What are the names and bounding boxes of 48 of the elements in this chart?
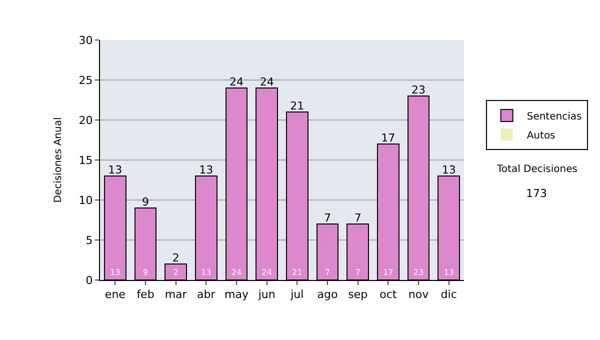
total-label: 13 (442, 163, 456, 176)
legend-label: Sentencias (526, 111, 582, 122)
x-tick-label: sep (348, 288, 368, 302)
total-label: 2 (172, 251, 180, 264)
x-tick-label: jul (290, 288, 304, 302)
x-tick-label: may (224, 288, 249, 302)
total-label: 17 (381, 131, 396, 144)
data-label: 9 (142, 268, 148, 277)
x-tick-label: feb (136, 288, 154, 302)
x-tick-label: dic (440, 288, 457, 302)
y-tick-label: 15 (78, 154, 93, 167)
x-tick-label: oct (380, 288, 398, 302)
x-tick-label: jun (257, 288, 276, 302)
x-tick-label: abr (197, 288, 216, 302)
y-tick-label: 20 (78, 114, 93, 127)
total-label: 21 (290, 99, 304, 112)
data-label: 13 (444, 268, 454, 277)
data-label: 7 (324, 268, 330, 277)
y-axis-title: Decisiones Anual (52, 117, 64, 203)
y-tick-label: 30 (78, 34, 93, 47)
x-tick-label: nov (408, 288, 430, 302)
data-label: 13 (201, 268, 212, 277)
y-tick-label: 25 (78, 74, 93, 87)
total-label: 13 (108, 163, 122, 176)
legend-label: Autos (526, 130, 556, 142)
x-tick-label: ene (104, 288, 126, 302)
total-label: 7 (324, 211, 331, 224)
data-label: 13 (110, 268, 120, 277)
data-label: 2 (173, 268, 178, 277)
total-label: 9 (142, 195, 149, 208)
data-label: 24 (262, 268, 272, 277)
data-label: 23 (413, 268, 424, 277)
y-tick-label: 5 (86, 234, 93, 247)
data-label: 24 (231, 268, 242, 277)
data-label: 17 (383, 268, 394, 277)
data-label: 21 (292, 268, 302, 277)
total-label: 13 (199, 163, 214, 176)
total-label: 24 (260, 75, 274, 88)
y-tick-label: 10 (78, 194, 93, 207)
total-label: 23 (412, 83, 426, 96)
text: 173 (526, 187, 547, 200)
x-tick-label: ago (317, 288, 338, 302)
x-tick-label: mar (164, 288, 188, 302)
total-label: 24 (230, 75, 244, 88)
total-label: 7 (354, 211, 362, 224)
data-label: 7 (355, 268, 360, 277)
y-tick-label: 0 (86, 274, 93, 287)
text: Total Decisiones (496, 164, 578, 175)
